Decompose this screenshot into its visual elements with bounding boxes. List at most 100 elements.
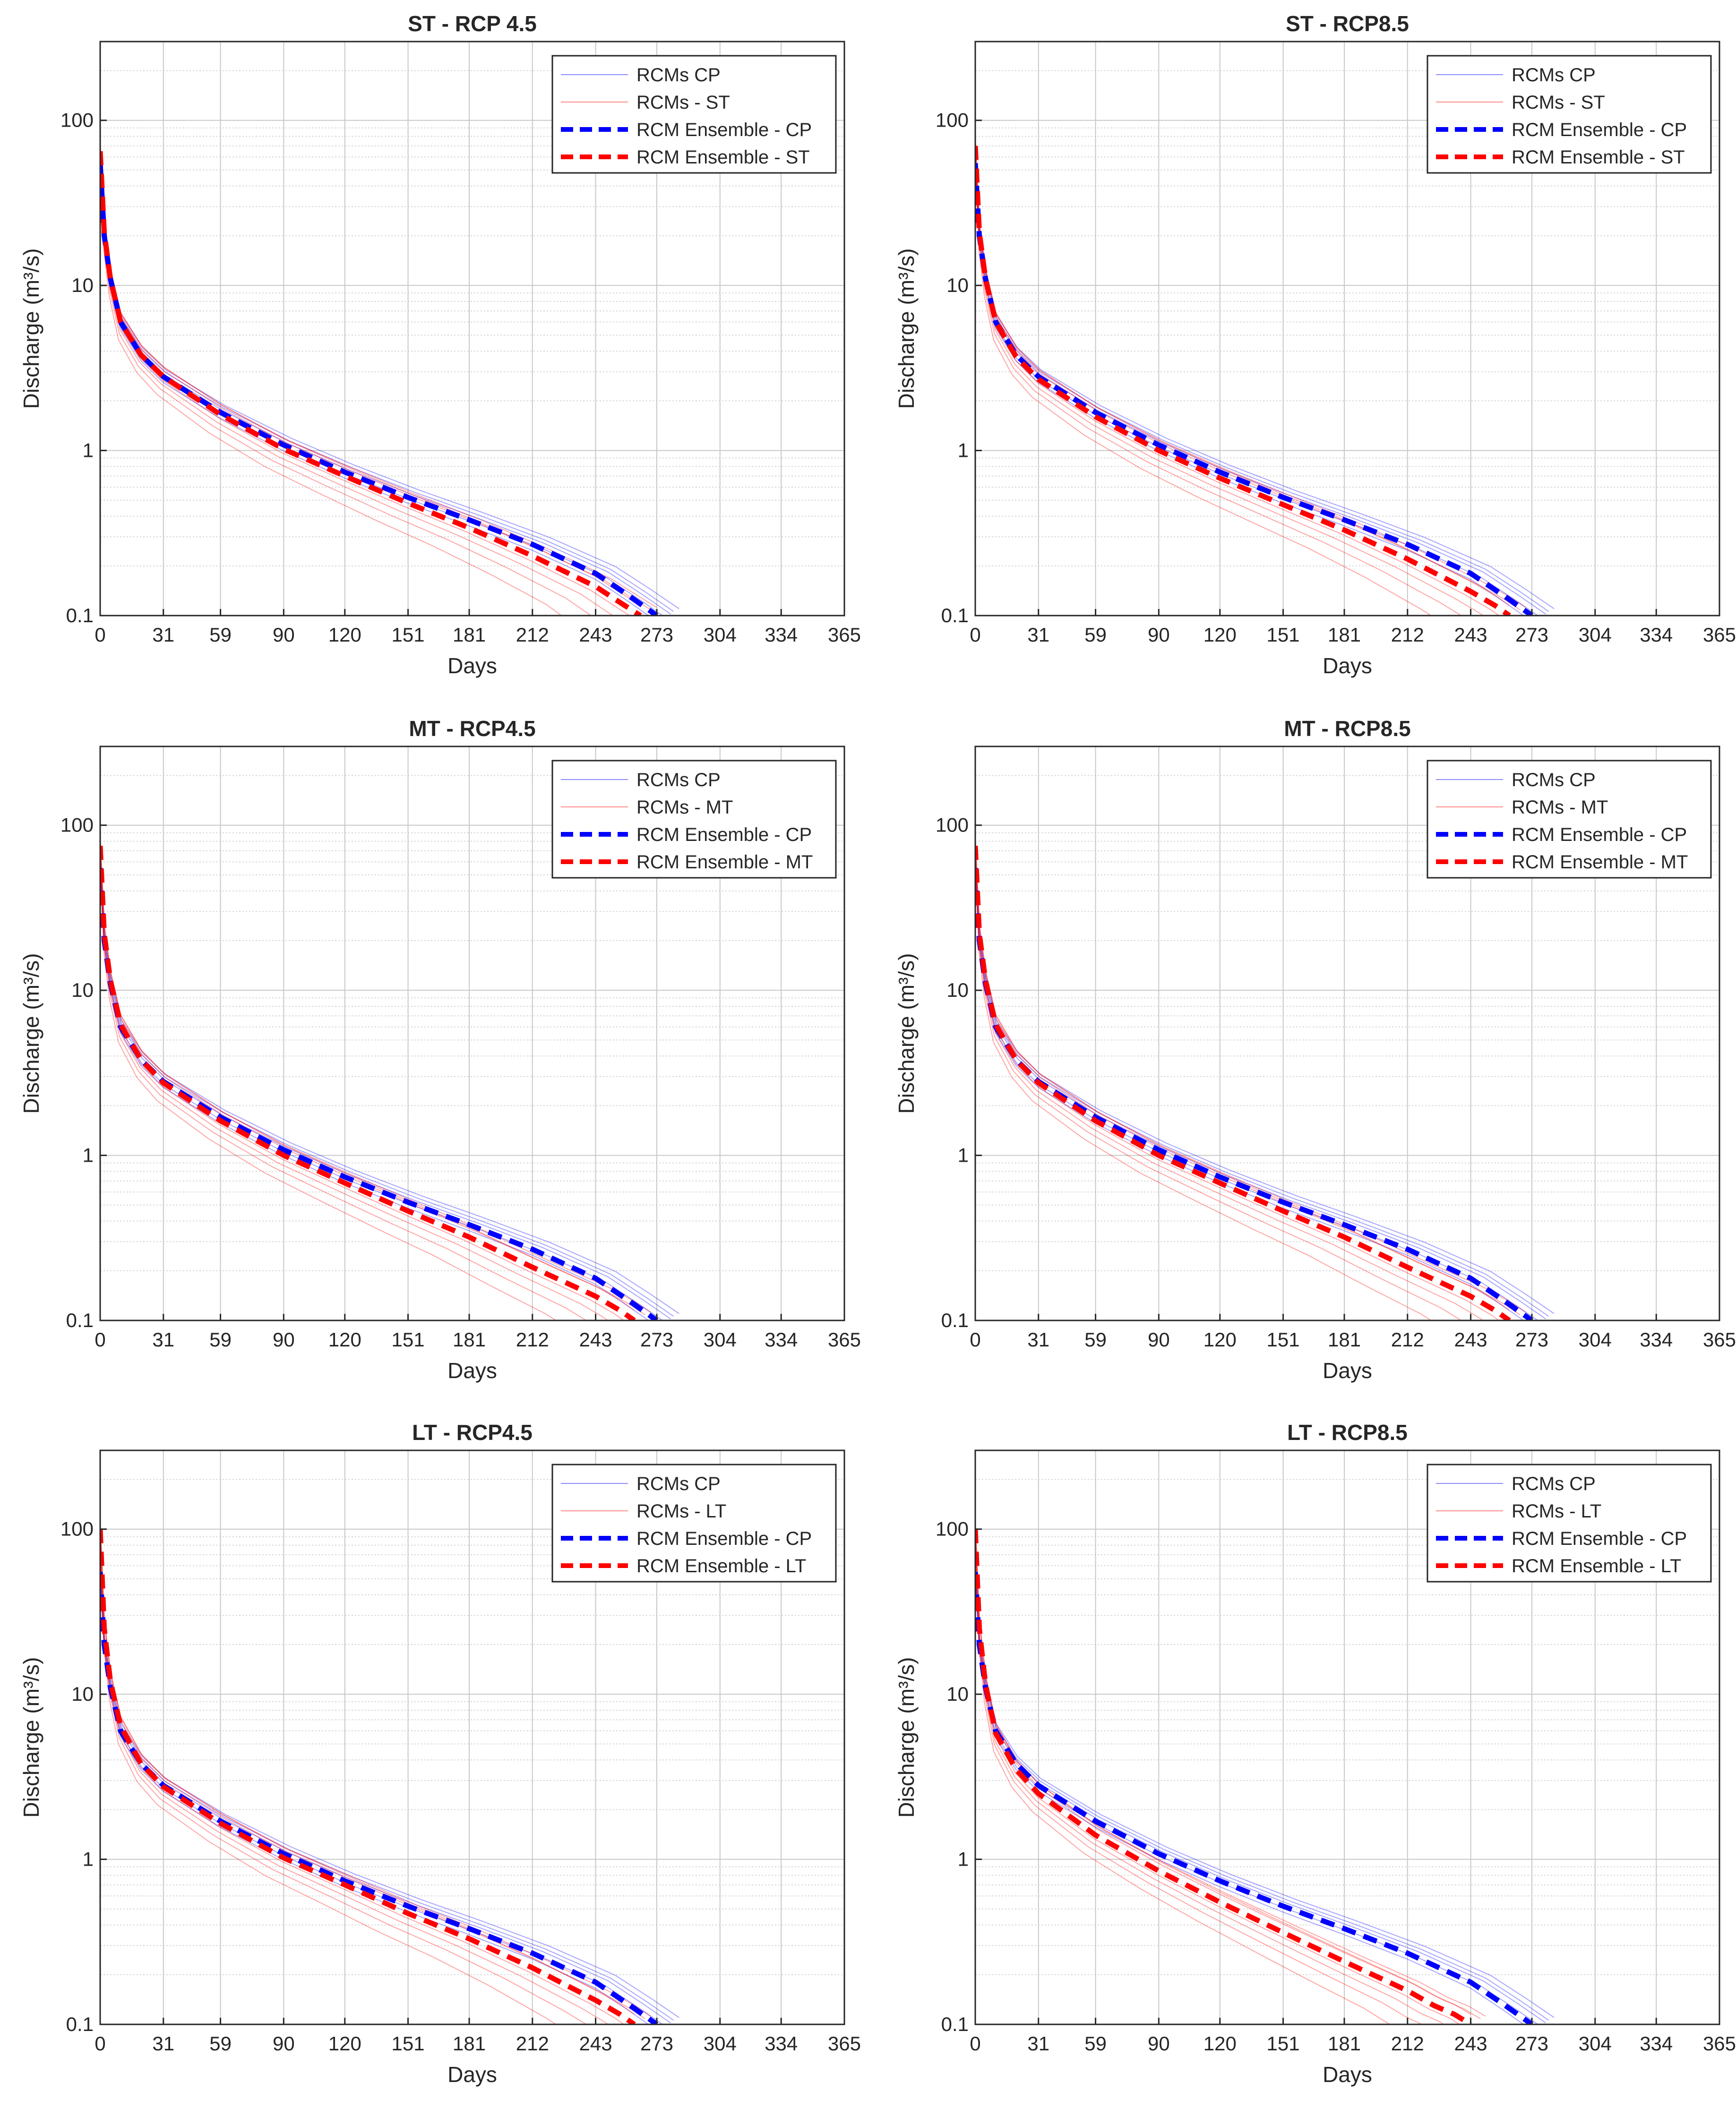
legend-label: RCMs CP bbox=[636, 770, 721, 790]
legend-label: RCM Ensemble - ST bbox=[1512, 147, 1685, 168]
x-tick-label: 90 bbox=[1148, 2032, 1170, 2055]
x-axis-label: Days bbox=[1323, 1358, 1372, 1383]
ensemble-cp-line bbox=[975, 868, 1534, 1320]
chart-title: MT - RCP8.5 bbox=[1284, 716, 1410, 741]
legend-box bbox=[1427, 1464, 1712, 1583]
y-tick-label: 10 bbox=[71, 1683, 94, 1705]
legend-label: RCM Ensemble - CP bbox=[636, 824, 812, 845]
legend-label: RCMs - ST bbox=[636, 92, 730, 113]
y-tick-label: 10 bbox=[71, 979, 94, 1001]
chart-panel: 0 31 59 90 120 151 181 212 243 273 304 334 365 0.1 1 10… bbox=[19, 716, 861, 1383]
axes-box bbox=[974, 746, 1720, 1321]
x-tick-label: 212 bbox=[516, 624, 549, 646]
series-group bbox=[975, 1519, 1555, 2024]
rcm-future-line bbox=[975, 1533, 1461, 2024]
x-tick-label: 243 bbox=[579, 1328, 612, 1351]
y-tick-label: 0.1 bbox=[66, 2013, 94, 2035]
y-tick-label: 1 bbox=[83, 1848, 94, 1870]
x-axis-label: Days bbox=[447, 653, 497, 678]
y-tick-label: 1 bbox=[958, 1848, 969, 1870]
chart-panel: 0 31 59 90 120 151 181 212 243 273 304 334 365 0.1 1 10… bbox=[894, 1420, 1736, 2087]
x-tick-label: 304 bbox=[704, 624, 737, 646]
legend-box bbox=[551, 1464, 837, 1583]
x-tick-label: 120 bbox=[1203, 624, 1237, 646]
rcm-future-line bbox=[975, 1547, 1392, 2024]
x-tick-label: 334 bbox=[765, 624, 798, 646]
legend-label: RCM Ensemble - CP bbox=[636, 120, 812, 140]
axes-box bbox=[974, 1449, 1720, 2025]
x-tick-label: 31 bbox=[152, 2032, 174, 2055]
ensemble-future-line bbox=[975, 146, 1511, 616]
axes-box bbox=[99, 41, 845, 617]
x-tick-label: 243 bbox=[1454, 1328, 1487, 1351]
y-tick-label: 1 bbox=[83, 1144, 94, 1166]
y-tick-label: 100 bbox=[936, 814, 969, 836]
rcm-future-line bbox=[100, 1536, 609, 2024]
y-tick-label: 0.1 bbox=[66, 604, 94, 626]
ensemble-cp-line bbox=[100, 1572, 659, 2024]
chart-panel: 0 31 59 90 120 151 181 212 243 273 304 334 365 0.1 1 10… bbox=[894, 716, 1736, 1383]
x-tick-label: 365 bbox=[1703, 1328, 1736, 1351]
x-tick-label: 90 bbox=[1148, 624, 1170, 646]
chart-title: MT - RCP4.5 bbox=[409, 716, 535, 741]
rcm-future-line bbox=[100, 853, 609, 1320]
ensemble-cp-line bbox=[975, 1572, 1534, 2024]
legend-label: RCMs CP bbox=[636, 65, 721, 86]
x-tick-label: 212 bbox=[1391, 2032, 1424, 2055]
x-tick-label: 365 bbox=[828, 624, 861, 646]
legend-label: RCMs CP bbox=[1512, 1474, 1596, 1494]
legend: RCMs CP RCMs - ST RCM Ensemble - CP RCM Ens… bbox=[551, 55, 837, 174]
x-tick-label: 334 bbox=[765, 1328, 798, 1351]
legend-box bbox=[551, 55, 837, 174]
legend-label: RCM Ensemble - CP bbox=[636, 1528, 812, 1549]
x-tick-label: 181 bbox=[1328, 1328, 1361, 1351]
x-tick-label: 151 bbox=[392, 1328, 425, 1351]
series-group bbox=[975, 836, 1555, 1320]
x-tick-label: 151 bbox=[1267, 1328, 1300, 1351]
y-tick-label: 100 bbox=[60, 814, 94, 836]
axes-box bbox=[974, 41, 1720, 617]
legend-label: RCM Ensemble - MT bbox=[1512, 852, 1688, 873]
x-tick-label: 59 bbox=[209, 624, 232, 646]
ensemble-future-line bbox=[100, 151, 642, 616]
legend-label: RCMs - LT bbox=[636, 1501, 726, 1522]
rcm-future-line bbox=[100, 849, 625, 1320]
x-tick-label: 304 bbox=[704, 1328, 737, 1351]
y-axis-label: Discharge (m³/s) bbox=[894, 953, 919, 1114]
x-tick-label: 151 bbox=[392, 624, 425, 646]
y-axis-label: Discharge (m³/s) bbox=[19, 1657, 43, 1818]
x-tick-label: 181 bbox=[453, 2032, 486, 2055]
x-axis-label: Days bbox=[447, 1358, 497, 1383]
rcm-future-line bbox=[100, 169, 563, 616]
ensemble-cp-line bbox=[975, 163, 1534, 616]
x-tick-label: 0 bbox=[970, 624, 980, 646]
series-group bbox=[100, 141, 679, 616]
x-tick-label: 365 bbox=[828, 2032, 861, 2055]
chart-title: ST - RCP8.5 bbox=[1286, 11, 1409, 36]
legend: RCMs CP RCMs - ST RCM Ensemble - CP RCM Ens… bbox=[1427, 55, 1712, 174]
y-tick-label: 100 bbox=[936, 1518, 969, 1540]
x-tick-label: 273 bbox=[640, 624, 673, 646]
x-tick-label: 212 bbox=[516, 2032, 549, 2055]
legend-box bbox=[551, 760, 837, 879]
legend: RCMs CP RCMs - MT RCM Ensemble - CP RCM Ens… bbox=[1427, 760, 1712, 879]
series-group bbox=[100, 1519, 679, 2024]
y-tick-label: 0.1 bbox=[941, 604, 969, 626]
x-tick-label: 151 bbox=[392, 2032, 425, 2055]
x-tick-label: 120 bbox=[328, 1328, 361, 1351]
y-axis-label: Discharge (m³/s) bbox=[894, 249, 919, 409]
x-tick-label: 243 bbox=[1454, 624, 1487, 646]
legend-label: RCMs CP bbox=[1512, 770, 1596, 790]
legend-label: RCMs CP bbox=[1512, 65, 1596, 86]
legend-label: RCMs - MT bbox=[636, 797, 733, 818]
rcm-future-line bbox=[100, 163, 592, 616]
rcm-future-line bbox=[100, 1547, 557, 2024]
legend-label: RCM Ensemble - MT bbox=[636, 852, 813, 873]
rcm-cp-line bbox=[100, 866, 671, 1320]
ensemble-future-line bbox=[100, 1529, 636, 2024]
series-group bbox=[100, 836, 679, 1320]
y-tick-label: 100 bbox=[60, 1518, 94, 1540]
y-tick-label: 1 bbox=[958, 439, 969, 462]
x-tick-label: 365 bbox=[828, 1328, 861, 1351]
